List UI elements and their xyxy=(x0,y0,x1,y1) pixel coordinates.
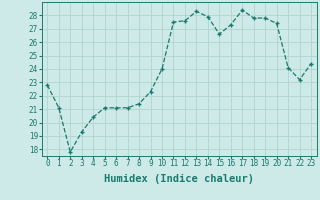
X-axis label: Humidex (Indice chaleur): Humidex (Indice chaleur) xyxy=(104,174,254,184)
